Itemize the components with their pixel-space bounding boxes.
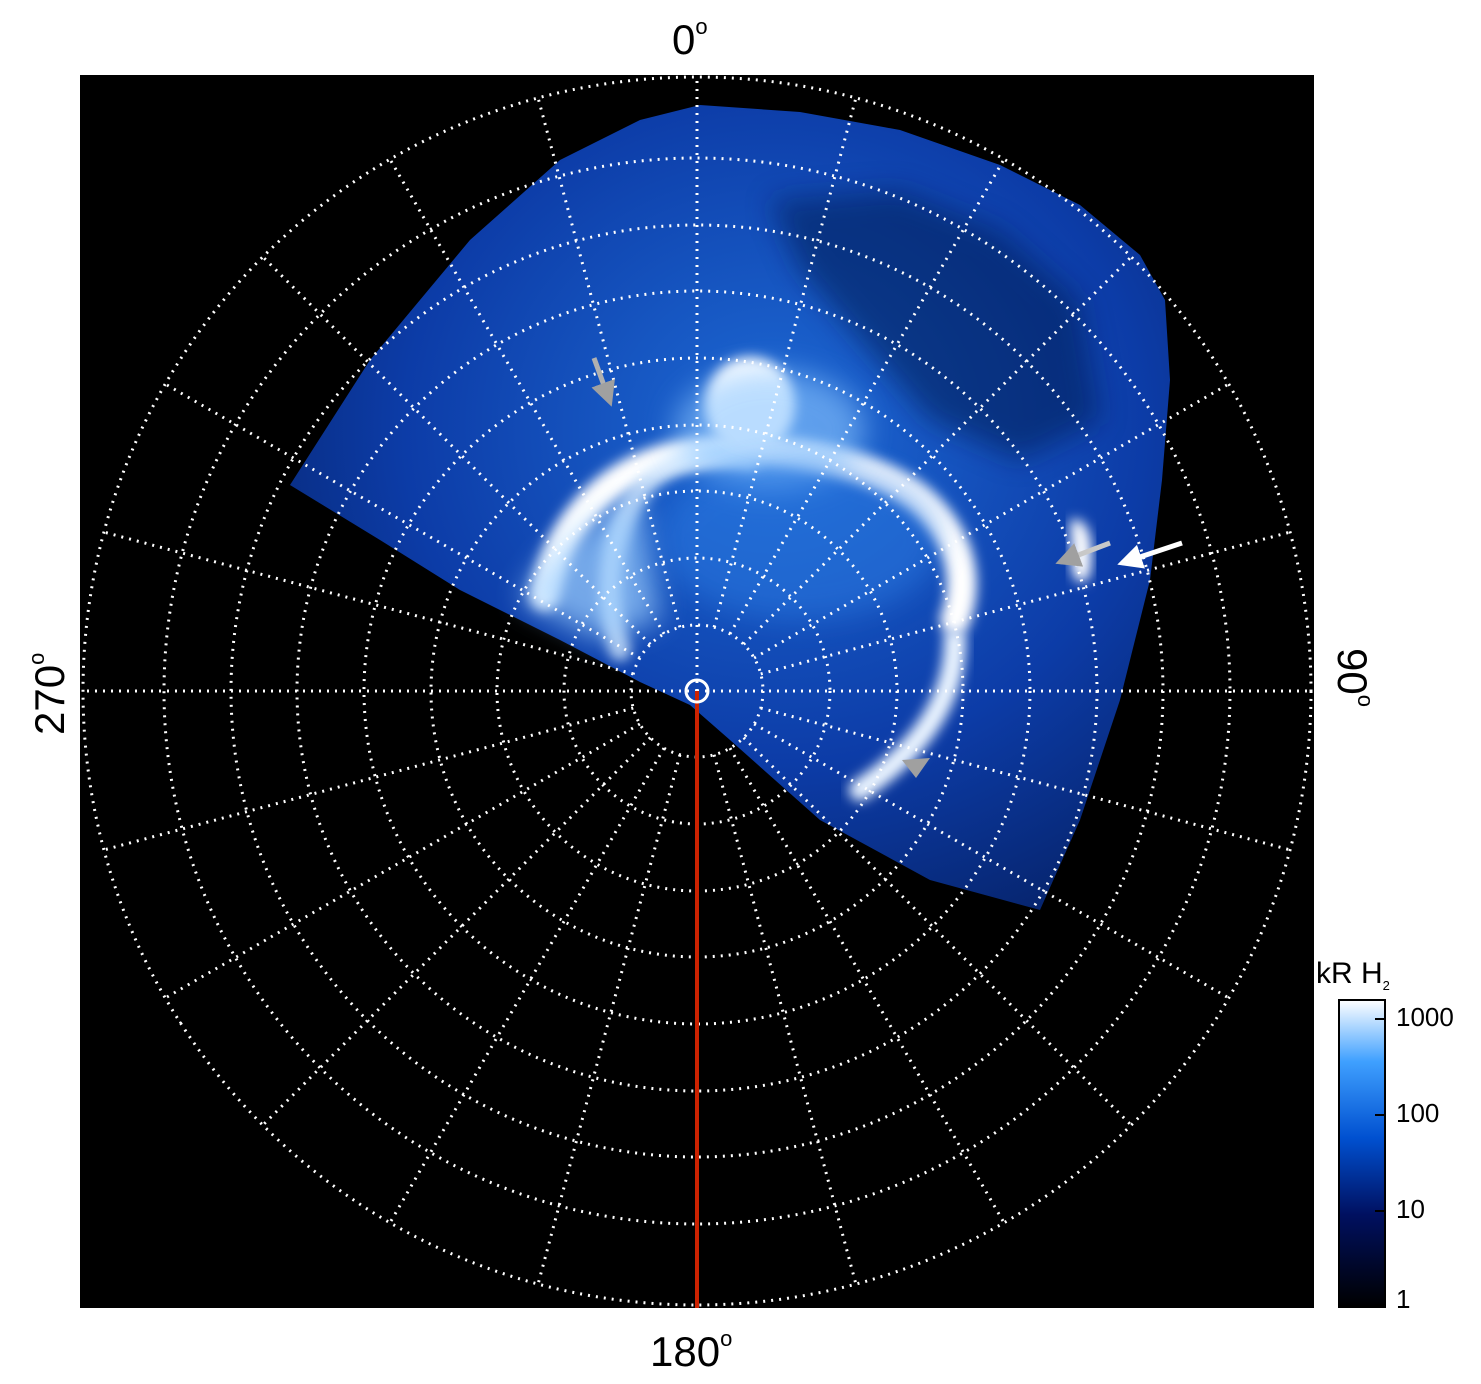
colorbar — [1338, 999, 1386, 1308]
meridian-line — [536, 97, 682, 628]
axis-label-270: 270o — [24, 652, 73, 735]
left-diffuse-emission — [520, 500, 660, 640]
emission-region-dark-upper — [770, 190, 1100, 460]
meridian-line — [753, 722, 1230, 1000]
colorbar-tick-1000: 1000 — [1396, 1002, 1454, 1032]
pole-marker — [684, 678, 710, 704]
meridian-line — [261, 255, 652, 646]
colorbar-ticks — [1375, 1018, 1385, 1306]
meridian-line — [388, 158, 666, 635]
meridian-line — [742, 736, 1133, 1127]
meridian-line — [760, 530, 1291, 676]
colorbar-title: kR H2 — [1316, 957, 1390, 993]
meridian-line — [103, 530, 634, 676]
meridian-line — [728, 747, 1006, 1224]
colorbar-tick-1: 1 — [1396, 1284, 1411, 1314]
meridian-line — [742, 255, 1133, 646]
meridian-line — [753, 382, 1230, 660]
meridian-line — [712, 754, 858, 1285]
meridian-line — [164, 722, 641, 1000]
meridian-line — [261, 736, 652, 1127]
meridian-line — [536, 754, 682, 1285]
polar-emission — [660, 460, 940, 620]
bright-spot-halo — [675, 370, 865, 490]
axis-label-180: 180o — [650, 1326, 733, 1375]
arrow-grey-right — [1055, 540, 1111, 567]
meridian-line — [712, 97, 858, 628]
meridian-line — [388, 747, 666, 1224]
colorbar-tick-10: 10 — [1396, 1194, 1425, 1224]
arrow-grey-top — [591, 357, 615, 407]
longitude-grid — [83, 77, 1311, 1305]
axis-label-90: 90o — [1329, 648, 1378, 707]
arrow-grey-bottom — [902, 758, 930, 778]
dawn-arc — [849, 629, 966, 801]
meridian-line — [164, 382, 641, 660]
colorbar-tick-100: 100 — [1396, 1098, 1440, 1128]
meridian-line — [728, 158, 1006, 635]
meridian-line — [760, 706, 1291, 852]
axis-label-0: 0o — [672, 14, 708, 63]
arrow-white — [1117, 540, 1183, 569]
meridian-line — [103, 706, 634, 852]
